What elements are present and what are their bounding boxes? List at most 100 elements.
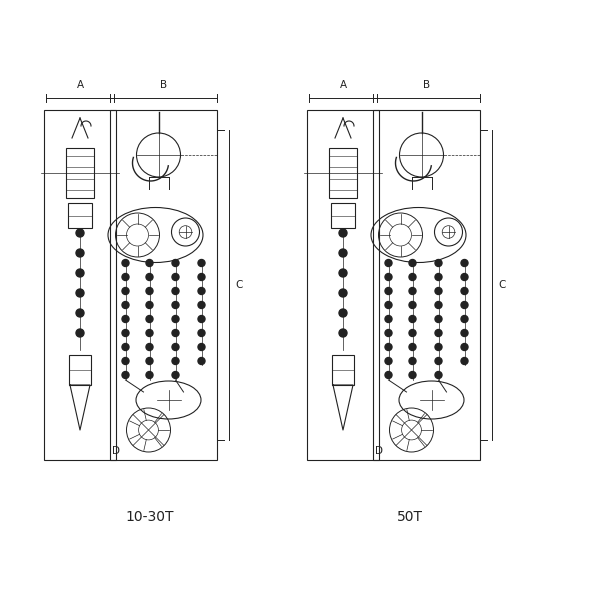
Circle shape	[339, 329, 347, 337]
Circle shape	[409, 274, 416, 280]
Circle shape	[339, 229, 347, 237]
Circle shape	[198, 358, 205, 364]
Circle shape	[409, 316, 416, 323]
Circle shape	[146, 274, 153, 280]
Circle shape	[409, 343, 416, 350]
Text: 10-30T: 10-30T	[126, 510, 174, 524]
Circle shape	[409, 358, 416, 364]
Circle shape	[172, 343, 179, 350]
Circle shape	[76, 329, 84, 337]
Circle shape	[172, 287, 179, 295]
Circle shape	[435, 287, 442, 295]
Circle shape	[122, 358, 129, 364]
Circle shape	[122, 259, 129, 266]
Circle shape	[146, 316, 153, 323]
Circle shape	[385, 371, 392, 379]
Circle shape	[122, 287, 129, 295]
Text: D: D	[112, 446, 120, 456]
Text: B: B	[160, 80, 167, 90]
Circle shape	[461, 301, 468, 308]
Circle shape	[435, 316, 442, 323]
Bar	[307, 110, 379, 460]
Circle shape	[339, 249, 347, 257]
Circle shape	[385, 358, 392, 364]
Text: 50T: 50T	[397, 510, 423, 524]
Circle shape	[435, 343, 442, 350]
Bar	[329, 148, 357, 198]
Circle shape	[172, 301, 179, 308]
Circle shape	[76, 269, 84, 277]
Circle shape	[172, 259, 179, 266]
Bar	[332, 355, 354, 385]
Circle shape	[409, 259, 416, 266]
Circle shape	[122, 371, 129, 379]
Circle shape	[172, 274, 179, 280]
Circle shape	[435, 259, 442, 266]
Circle shape	[122, 343, 129, 350]
Circle shape	[122, 316, 129, 323]
Text: A: A	[76, 80, 83, 90]
Circle shape	[146, 301, 153, 308]
Circle shape	[461, 343, 468, 350]
Circle shape	[172, 371, 179, 379]
Circle shape	[461, 259, 468, 266]
Circle shape	[198, 301, 205, 308]
Circle shape	[172, 316, 179, 323]
Text: C: C	[235, 280, 242, 290]
Circle shape	[461, 287, 468, 295]
Bar	[331, 203, 355, 228]
Circle shape	[146, 259, 153, 266]
Circle shape	[146, 287, 153, 295]
Text: C: C	[498, 280, 505, 290]
Circle shape	[339, 269, 347, 277]
Circle shape	[385, 316, 392, 323]
Circle shape	[385, 343, 392, 350]
Circle shape	[198, 343, 205, 350]
Circle shape	[198, 259, 205, 266]
Text: B: B	[423, 80, 430, 90]
Circle shape	[409, 301, 416, 308]
Circle shape	[385, 274, 392, 280]
Circle shape	[122, 329, 129, 337]
Circle shape	[339, 309, 347, 317]
Circle shape	[76, 249, 84, 257]
Circle shape	[198, 329, 205, 337]
Circle shape	[385, 287, 392, 295]
Circle shape	[146, 371, 153, 379]
Circle shape	[435, 301, 442, 308]
Circle shape	[198, 316, 205, 323]
Bar	[66, 148, 94, 198]
Circle shape	[76, 309, 84, 317]
Circle shape	[385, 329, 392, 337]
Circle shape	[146, 358, 153, 364]
Bar	[44, 110, 116, 460]
Circle shape	[461, 316, 468, 323]
Circle shape	[76, 229, 84, 237]
Circle shape	[385, 301, 392, 308]
Circle shape	[435, 371, 442, 379]
Circle shape	[409, 287, 416, 295]
Text: D: D	[375, 446, 383, 456]
Circle shape	[435, 358, 442, 364]
Circle shape	[198, 287, 205, 295]
Circle shape	[409, 329, 416, 337]
Text: A: A	[340, 80, 347, 90]
Circle shape	[435, 274, 442, 280]
Circle shape	[461, 329, 468, 337]
Circle shape	[122, 274, 129, 280]
Circle shape	[146, 329, 153, 337]
Circle shape	[461, 274, 468, 280]
Circle shape	[409, 371, 416, 379]
Circle shape	[198, 274, 205, 280]
Circle shape	[76, 289, 84, 297]
Bar	[68, 203, 92, 228]
Bar	[373, 110, 480, 460]
Circle shape	[385, 259, 392, 266]
Circle shape	[435, 329, 442, 337]
Circle shape	[172, 358, 179, 364]
Bar	[69, 355, 91, 385]
Circle shape	[172, 329, 179, 337]
Circle shape	[122, 301, 129, 308]
Circle shape	[461, 358, 468, 364]
Bar	[110, 110, 217, 460]
